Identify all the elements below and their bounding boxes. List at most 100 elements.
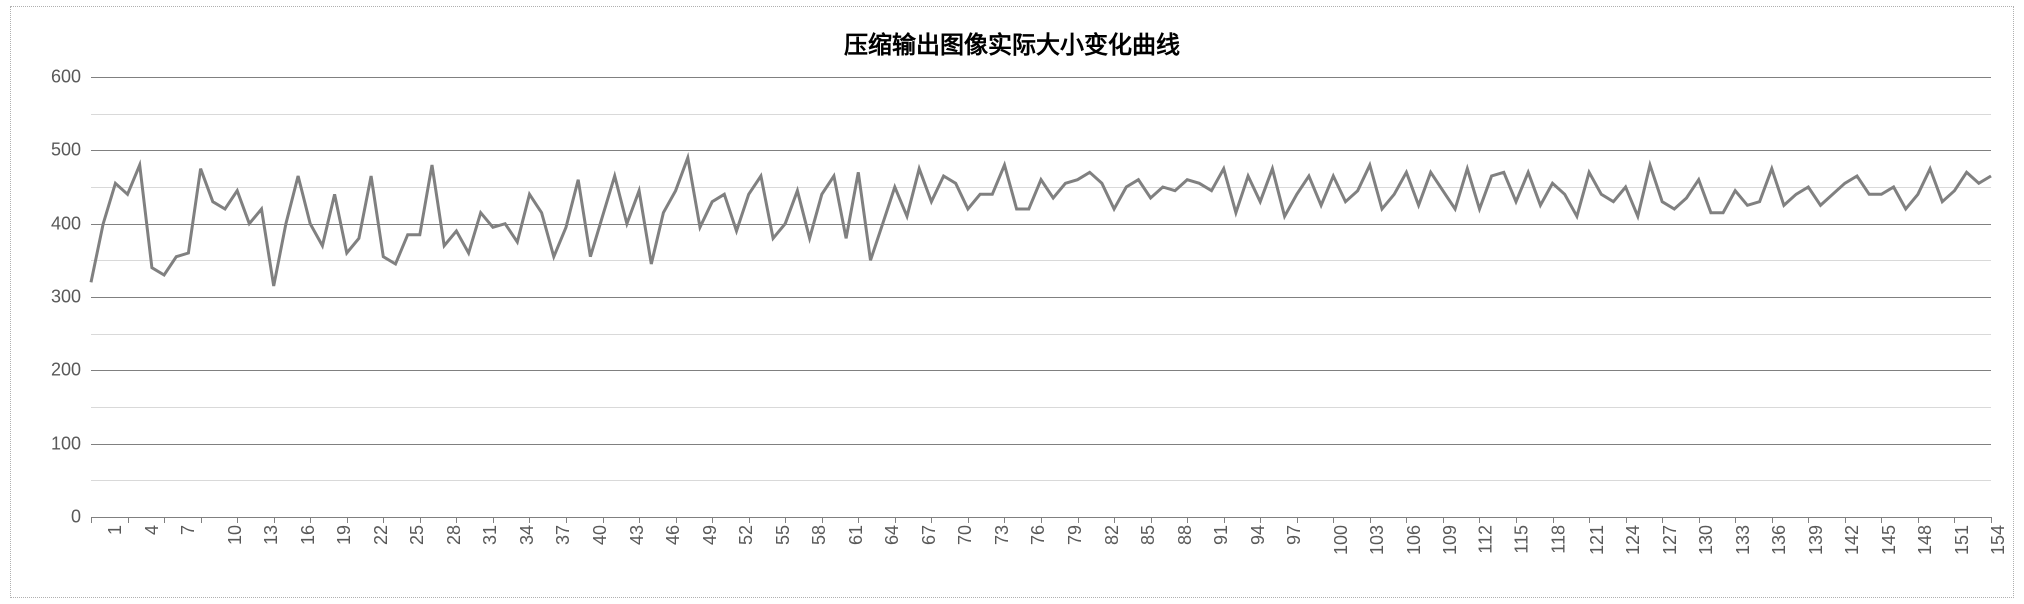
x-tick (1918, 517, 1919, 523)
x-tick-label: 121 (1587, 525, 1608, 555)
x-tick-label: 88 (1175, 525, 1196, 545)
x-tick (1699, 517, 1700, 523)
x-tick-label: 103 (1367, 525, 1388, 555)
x-tick (1151, 517, 1152, 523)
x-tick-label: 22 (371, 525, 392, 545)
x-tick (1516, 517, 1517, 523)
x-tick (1991, 517, 1992, 523)
x-tick-label: 118 (1549, 525, 1570, 554)
x-tick-label: 148 (1915, 525, 1936, 555)
chart-frame: 压缩输出图像实际大小变化曲线 0100200300400500600147101… (10, 6, 2014, 598)
x-tick (1297, 517, 1298, 523)
x-tick-label: 130 (1696, 525, 1717, 555)
x-tick-label: 64 (882, 525, 903, 545)
x-tick (1553, 517, 1554, 523)
x-tick-label: 82 (1102, 525, 1123, 545)
x-tick (420, 517, 421, 523)
x-tick-label: 151 (1952, 525, 1973, 555)
x-tick (749, 517, 750, 523)
x-tick-label: 133 (1733, 525, 1754, 555)
x-tick (603, 517, 604, 523)
x-tick-label: 115 (1512, 525, 1533, 554)
x-tick-label: 49 (700, 525, 721, 545)
x-tick-label: 34 (517, 525, 538, 545)
x-tick-label: 70 (955, 525, 976, 545)
x-tick-label: 52 (736, 525, 757, 545)
y-tick-label: 600 (51, 67, 91, 88)
x-tick (201, 517, 202, 523)
x-tick-label: 13 (261, 525, 282, 545)
x-tick-label: 67 (919, 525, 940, 545)
x-tick-label: 100 (1331, 525, 1352, 555)
x-tick-label: 4 (142, 525, 163, 535)
x-tick (529, 517, 530, 523)
x-tick-label: 19 (334, 525, 355, 545)
x-tick-label: 25 (407, 525, 428, 545)
x-tick (237, 517, 238, 523)
x-tick (274, 517, 275, 523)
x-tick-label: 76 (1028, 525, 1049, 545)
x-tick (1443, 517, 1444, 523)
x-tick-label: 136 (1769, 525, 1790, 555)
x-tick (1479, 517, 1480, 523)
x-tick (1954, 517, 1955, 523)
x-tick (310, 517, 311, 523)
chart-title: 压缩输出图像实际大小变化曲线 (11, 25, 2013, 60)
series-line (91, 158, 1991, 286)
x-tick (1772, 517, 1773, 523)
x-tick-label: 79 (1065, 525, 1086, 545)
x-tick-label: 73 (992, 525, 1013, 545)
x-tick (383, 517, 384, 523)
x-tick-label: 55 (773, 525, 794, 545)
x-tick-label: 10 (225, 525, 246, 545)
x-tick (639, 517, 640, 523)
x-tick-label: 145 (1879, 525, 1900, 555)
x-tick (1004, 517, 1005, 523)
x-tick (1041, 517, 1042, 523)
x-tick (1662, 517, 1663, 523)
x-tick (676, 517, 677, 523)
x-tick (1260, 517, 1261, 523)
x-tick (1370, 517, 1371, 523)
x-tick (895, 517, 896, 523)
x-tick (1406, 517, 1407, 523)
x-tick (1224, 517, 1225, 523)
line-series-svg (91, 77, 1991, 517)
x-tick-label: 127 (1660, 525, 1681, 555)
x-tick-label: 94 (1248, 525, 1269, 545)
x-tick (968, 517, 969, 523)
x-tick-label: 58 (809, 525, 830, 545)
x-tick (858, 517, 859, 523)
x-tick-label: 43 (627, 525, 648, 545)
x-tick (1881, 517, 1882, 523)
y-tick-label: 100 (51, 433, 91, 454)
x-tick-label: 40 (590, 525, 611, 545)
x-tick-label: 91 (1211, 525, 1232, 545)
x-tick (347, 517, 348, 523)
x-tick-label: 154 (1989, 525, 2010, 555)
x-tick (1589, 517, 1590, 523)
x-tick-label: 7 (178, 525, 199, 535)
x-tick-label: 37 (553, 525, 574, 545)
y-tick-label: 0 (71, 507, 91, 528)
x-tick-label: 16 (298, 525, 319, 545)
x-tick (128, 517, 129, 523)
x-tick (931, 517, 932, 523)
x-tick-label: 124 (1623, 525, 1644, 555)
x-tick (1845, 517, 1846, 523)
x-tick (1333, 517, 1334, 523)
y-tick-label: 200 (51, 360, 91, 381)
x-tick-label: 1 (105, 525, 126, 535)
x-tick-label: 61 (846, 525, 867, 545)
x-tick (456, 517, 457, 523)
x-tick (1735, 517, 1736, 523)
x-tick-label: 28 (444, 525, 465, 545)
x-tick (785, 517, 786, 523)
x-tick (1187, 517, 1188, 523)
x-tick (164, 517, 165, 523)
x-tick (566, 517, 567, 523)
x-tick (1078, 517, 1079, 523)
x-tick-label: 109 (1440, 525, 1461, 555)
x-tick (1626, 517, 1627, 523)
x-tick (712, 517, 713, 523)
